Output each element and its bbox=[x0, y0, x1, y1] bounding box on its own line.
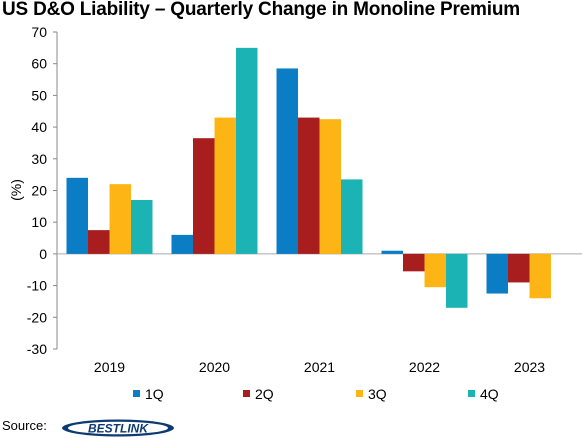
x-tick-label: 2022 bbox=[409, 359, 440, 375]
x-tick-label: 2021 bbox=[304, 359, 335, 375]
bar-4q-2020 bbox=[236, 47, 258, 254]
bar-4q-2021 bbox=[341, 179, 363, 254]
bar-3q-2020 bbox=[214, 117, 236, 254]
y-tick-label: 60 bbox=[31, 56, 47, 72]
bar-4q-2022 bbox=[446, 253, 468, 308]
bar-2q-2021 bbox=[298, 117, 320, 254]
legend-swatch-1q bbox=[133, 390, 140, 397]
bar-4q-2019 bbox=[131, 200, 153, 254]
y-tick-label: 50 bbox=[31, 87, 47, 103]
bar-3q-2023 bbox=[529, 253, 551, 299]
bar-3q-2022 bbox=[424, 253, 446, 288]
bar-2q-2020 bbox=[193, 138, 215, 254]
bar-1q-2019 bbox=[66, 177, 88, 254]
bar-3q-2019 bbox=[109, 184, 131, 254]
y-tick-label: 0 bbox=[39, 246, 47, 262]
bar-1q-2023 bbox=[486, 253, 508, 294]
logo-text: BESTLINK bbox=[88, 422, 149, 436]
legend-label-1q: 1Q bbox=[145, 386, 164, 402]
x-tick-label: 2019 bbox=[94, 359, 125, 375]
y-tick-label: 40 bbox=[31, 119, 47, 135]
y-tick-label: 70 bbox=[31, 24, 47, 40]
y-axis-label: (%) bbox=[8, 179, 24, 201]
legend-swatch-3q bbox=[356, 390, 363, 397]
legend-label-4q: 4Q bbox=[480, 386, 499, 402]
y-tick-label: -20 bbox=[27, 309, 47, 325]
legend-label-2q: 2Q bbox=[255, 386, 274, 402]
source-label: Source: bbox=[2, 418, 47, 433]
y-tick-label: 20 bbox=[31, 183, 47, 199]
bar-2q-2022 bbox=[403, 253, 425, 272]
legend-swatch-4q bbox=[468, 390, 475, 397]
bestlink-logo: BESTLINK bbox=[62, 419, 174, 437]
chart-title: US D&O Liability – Quarterly Change in M… bbox=[2, 0, 520, 20]
x-tick-label: 2023 bbox=[514, 359, 545, 375]
y-tick-label: 30 bbox=[31, 151, 47, 167]
x-tick-label: 2020 bbox=[199, 359, 230, 375]
bar-1q-2020 bbox=[171, 234, 193, 254]
bar-2q-2023 bbox=[508, 253, 530, 283]
y-tick-label: 10 bbox=[31, 214, 47, 230]
y-tick-label: -30 bbox=[27, 341, 47, 357]
bar-1q-2021 bbox=[276, 68, 298, 254]
legend-swatch-2q bbox=[243, 390, 250, 397]
y-tick-label: -10 bbox=[27, 278, 47, 294]
legend-label-3q: 3Q bbox=[368, 386, 387, 402]
bar-2q-2019 bbox=[88, 230, 110, 254]
bar-3q-2021 bbox=[319, 119, 341, 254]
bar-1q-2022 bbox=[381, 250, 403, 254]
